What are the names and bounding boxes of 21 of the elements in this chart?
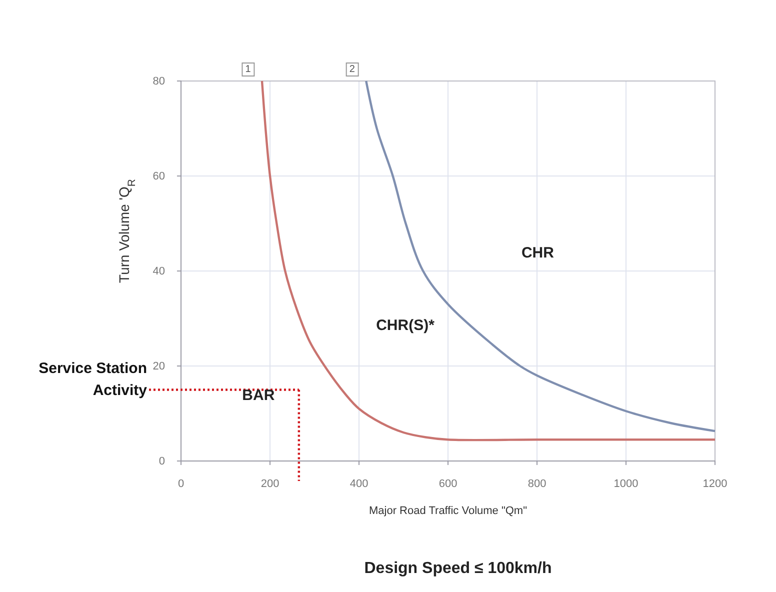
y-tick-label: 20 — [152, 360, 165, 373]
x-tick-label: 800 — [528, 478, 546, 490]
x-tick-label: 200 — [260, 478, 280, 490]
x-tick-label: 0 — [178, 478, 184, 490]
annotation: BAR — [242, 387, 275, 404]
annotation: CHR — [521, 244, 554, 262]
x-tick-label: 600 — [438, 478, 458, 490]
annotation: 2 — [349, 64, 356, 75]
x-tick-label: 1000 — [614, 478, 638, 490]
ref-line-label: Service Station Activity — [38, 360, 148, 399]
line-series — [365, 80, 716, 432]
x-axis-title: Major Road Traffic Volume "Qm" — [369, 505, 528, 517]
y-tick-label: 0 — [158, 456, 165, 468]
x-tick-label: 1200 — [702, 478, 728, 490]
y-tick-label: 80 — [152, 76, 165, 88]
y-tick-label: 60 — [152, 170, 165, 183]
annotation: 1 — [245, 64, 252, 75]
annotation: CHR(S)* — [376, 316, 435, 334]
x-tick-label: 400 — [350, 478, 368, 490]
text: Design Speed ≤ 100km/h — [364, 560, 552, 577]
y-tick-label: 40 — [152, 266, 165, 278]
